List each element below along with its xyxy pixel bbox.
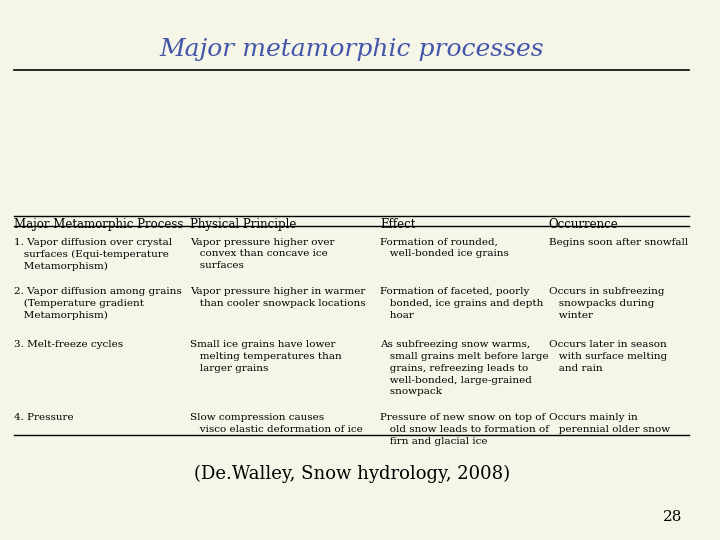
- Text: Major metamorphic processes: Major metamorphic processes: [159, 38, 544, 61]
- Text: Vapor pressure higher in warmer
   than cooler snowpack locations: Vapor pressure higher in warmer than coo…: [190, 287, 366, 308]
- Text: As subfreezing snow warms,
   small grains melt before large
   grains, refreezi: As subfreezing snow warms, small grains …: [380, 340, 549, 396]
- Text: Effect: Effect: [380, 218, 415, 231]
- Text: 2. Vapor diffusion among grains
   (Temperature gradient
   Metamorphism): 2. Vapor diffusion among grains (Tempera…: [14, 287, 182, 320]
- Text: Begins soon after snowfall: Begins soon after snowfall: [549, 238, 688, 247]
- Text: Occurs mainly in
   perennial older snow: Occurs mainly in perennial older snow: [549, 413, 670, 434]
- Text: Small ice grains have lower
   melting temperatures than
   larger grains: Small ice grains have lower melting temp…: [190, 340, 342, 373]
- Text: Slow compression causes
   visco elastic deformation of ice: Slow compression causes visco elastic de…: [190, 413, 363, 434]
- Text: 4. Pressure: 4. Pressure: [14, 413, 73, 422]
- Text: 1. Vapor diffusion over crystal
   surfaces (Equi-temperature
   Metamorphism): 1. Vapor diffusion over crystal surfaces…: [14, 238, 172, 271]
- Text: Formation of faceted, poorly
   bonded, ice grains and depth
   hoar: Formation of faceted, poorly bonded, ice…: [380, 287, 544, 320]
- Text: Occurrence: Occurrence: [549, 218, 618, 231]
- Text: Occurs in subfreezing
   snowpacks during
   winter: Occurs in subfreezing snowpacks during w…: [549, 287, 665, 320]
- Text: Physical Principle: Physical Principle: [190, 218, 297, 231]
- Text: 28: 28: [663, 510, 683, 524]
- Text: 3. Melt-freeze cycles: 3. Melt-freeze cycles: [14, 340, 123, 349]
- Text: (De.Walley, Snow hydrology, 2008): (De.Walley, Snow hydrology, 2008): [194, 464, 510, 483]
- Text: Major Metamorphic Process: Major Metamorphic Process: [14, 218, 184, 231]
- Text: Occurs later in season
   with surface melting
   and rain: Occurs later in season with surface melt…: [549, 340, 667, 373]
- Text: Formation of rounded,
   well-bonded ice grains: Formation of rounded, well-bonded ice gr…: [380, 238, 509, 259]
- Text: Vapor pressure higher over
   convex than concave ice
   surfaces: Vapor pressure higher over convex than c…: [190, 238, 335, 270]
- Text: Pressure of new snow on top of
   old snow leads to formation of
   firn and gla: Pressure of new snow on top of old snow …: [380, 413, 549, 446]
